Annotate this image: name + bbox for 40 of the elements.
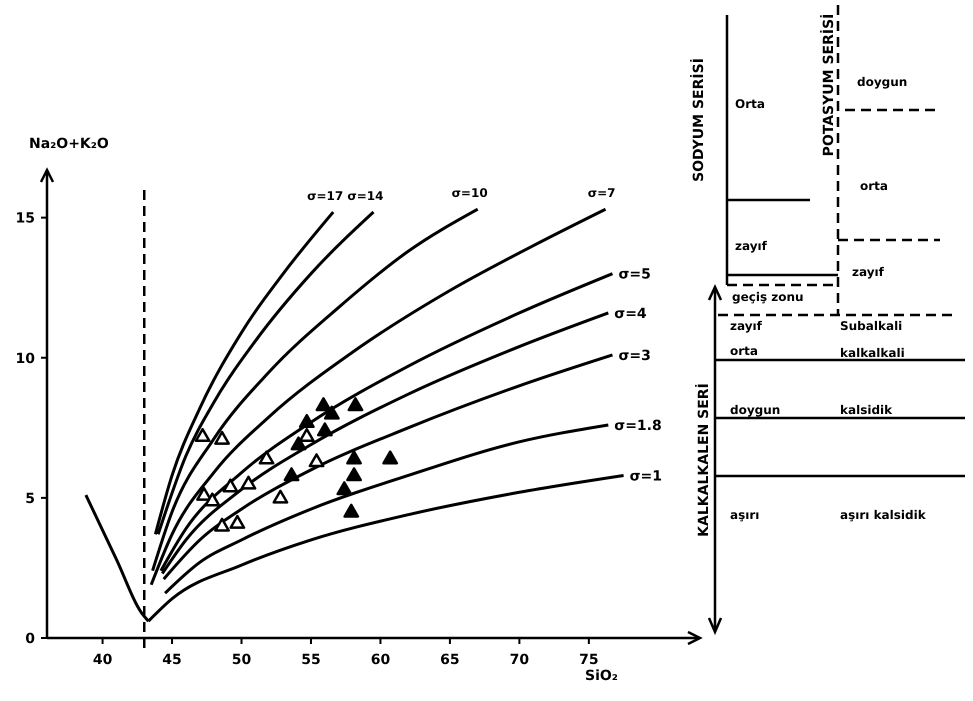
annotation: KALKALKALEN SERİ <box>695 383 712 537</box>
x-axis-title: SiO₂ <box>585 668 618 684</box>
series-label: σ=5 <box>618 266 651 283</box>
series-label: σ=14 <box>347 189 384 204</box>
x-tick-label: 75 <box>579 652 599 668</box>
text: Orta <box>735 97 765 111</box>
series-label: σ=1 <box>630 468 662 484</box>
text: aşırı <box>730 508 760 522</box>
series-label: σ=1.8 <box>614 418 662 434</box>
text: zayıf <box>852 265 885 279</box>
y-tick-label: 0 <box>25 631 36 647</box>
annotation: SODYUM SERİSİ <box>690 58 707 182</box>
text: kalsidik <box>840 403 894 417</box>
y-tick-label: 5 <box>25 490 35 507</box>
text: POTASYUM SERİSİ <box>820 14 837 156</box>
text: doygun <box>730 403 780 417</box>
x-tick-label: 55 <box>301 652 321 668</box>
x-tick-label: 65 <box>440 652 460 668</box>
x-tick-label: 50 <box>232 652 252 668</box>
text: zayıf <box>730 319 763 333</box>
text: aşırı kalsidik <box>840 508 927 522</box>
series-label: σ=3 <box>618 348 651 364</box>
x-tick-label: 70 <box>510 652 530 668</box>
text: geçiş zonu <box>732 290 804 304</box>
x-tick-label: 40 <box>92 652 113 668</box>
text: orta <box>730 344 758 358</box>
series-label: σ=7 <box>588 186 616 200</box>
text: kalkalkali <box>840 346 905 360</box>
text: doygun <box>857 75 908 89</box>
x-tick-label: 60 <box>370 652 390 668</box>
y-tick-label: 10 <box>16 350 36 367</box>
series-label: σ=17 <box>307 189 344 204</box>
text: zayıf <box>735 239 768 253</box>
series-label: σ=4 <box>614 306 647 322</box>
text: orta <box>860 179 888 193</box>
y-axis-title: Na₂O+K₂O <box>29 136 109 152</box>
x-tick-label: 45 <box>162 652 182 668</box>
series-label: σ=10 <box>452 186 488 200</box>
text: Subalkali <box>840 319 902 333</box>
y-tick-label: 15 <box>16 210 35 227</box>
